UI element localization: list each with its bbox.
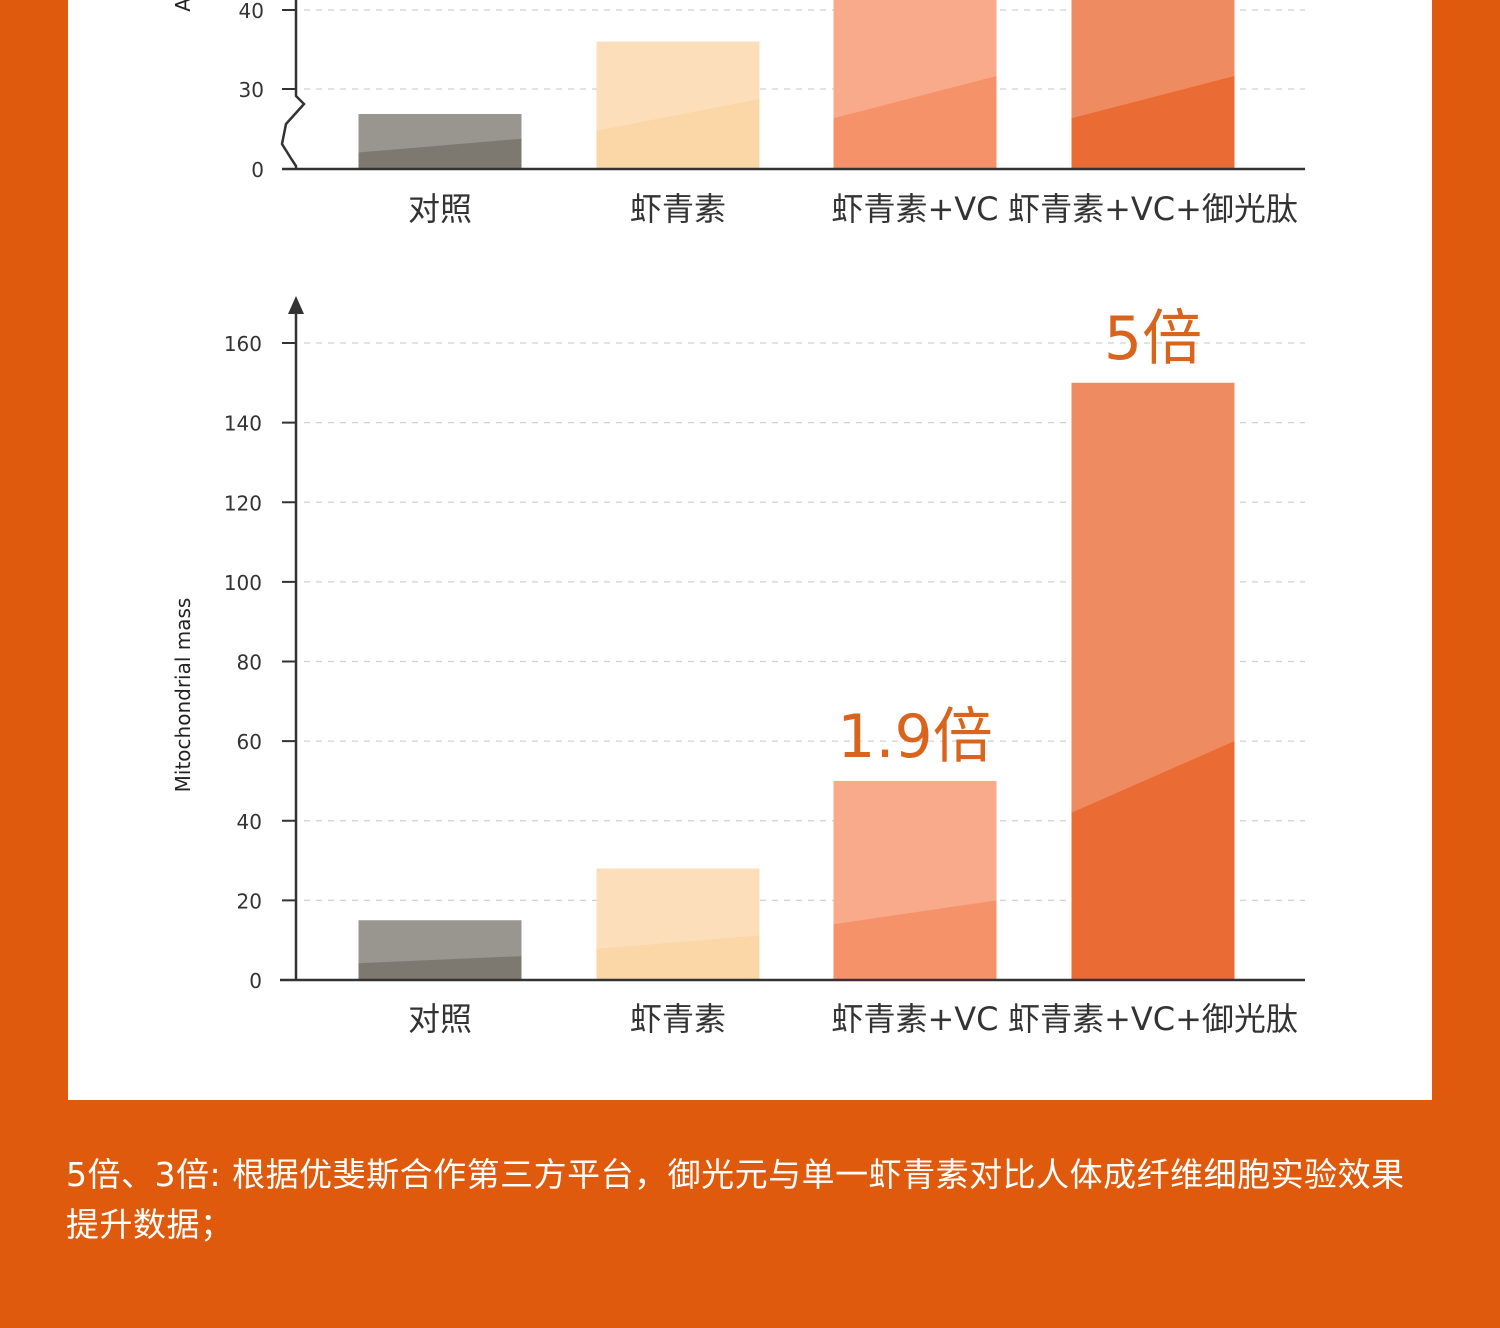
bar-2 — [596, 868, 760, 980]
footnote: 5倍、3倍: 根据优斐斯合作第三方平台，御光元与单一虾青素对比人体成纤维细胞实验… — [66, 1155, 1405, 1244]
y-tick-label: 40 — [239, 0, 264, 23]
y-tick-label: 0 — [251, 158, 264, 182]
x-tick-label: 虾青素 — [630, 190, 726, 228]
x-tick-label: 虾青素+VC — [831, 1000, 998, 1038]
bar-1 — [358, 920, 522, 980]
y-axis-break — [280, 0, 306, 169]
bar-4 — [1071, 382, 1235, 980]
y-tick-label: 60 — [237, 730, 262, 754]
y-tick-label: 140 — [224, 412, 262, 436]
x-tick-label: 虾青素 — [630, 1000, 726, 1038]
y-tick-label: 120 — [224, 491, 262, 515]
x-tick-label: 虾青素+VC+御光肽 — [1008, 1000, 1298, 1038]
bar-sheen — [358, 114, 522, 153]
bar-1 — [358, 114, 522, 169]
bar-sheen — [596, 868, 760, 949]
y-tick-label: 0 — [249, 969, 262, 993]
y-tick-label: 100 — [224, 571, 262, 595]
y-tick-label: 160 — [224, 332, 262, 356]
bar-sheen — [1071, 0, 1235, 119]
bar-sheen — [596, 41, 760, 131]
y-axis-arrow — [288, 296, 304, 314]
bar-sheen — [1071, 382, 1235, 813]
y-axis-label: Mitochondrial mass — [171, 598, 195, 793]
y-tick-label: 80 — [237, 651, 262, 675]
y-tick-label: 40 — [237, 810, 262, 834]
y-tick-label: 30 — [239, 78, 264, 102]
bar-sheen — [833, 780, 997, 925]
x-tick-label: 虾青素+VC — [831, 190, 998, 228]
chart-bottom: 0 20 40 60 80 100 120 140 160 对照 虾青素 虾青素+VC 虾青素+VC+御… — [171, 296, 1305, 1038]
annotation-label: 5倍 — [1104, 304, 1202, 374]
bar-sheen — [833, 0, 997, 119]
bar-3 — [833, 0, 997, 169]
chart-top: 0 30 40 对照 虾青素 虾青素+VC 虾青素+VC+御光肽 A — [171, 0, 1305, 228]
bar-4 — [1071, 0, 1235, 169]
y-axis-label: A — [171, 0, 195, 12]
x-tick-label: 对照 — [408, 190, 472, 228]
annotation-label: 1.9倍 — [837, 702, 992, 772]
x-tick-label: 虾青素+VC+御光肽 — [1008, 190, 1298, 228]
x-tick-label: 对照 — [408, 1000, 472, 1038]
y-tick-label: 20 — [237, 889, 262, 913]
bar-2 — [596, 41, 760, 169]
bar-sheen — [358, 920, 522, 964]
bar-3 — [833, 780, 997, 980]
